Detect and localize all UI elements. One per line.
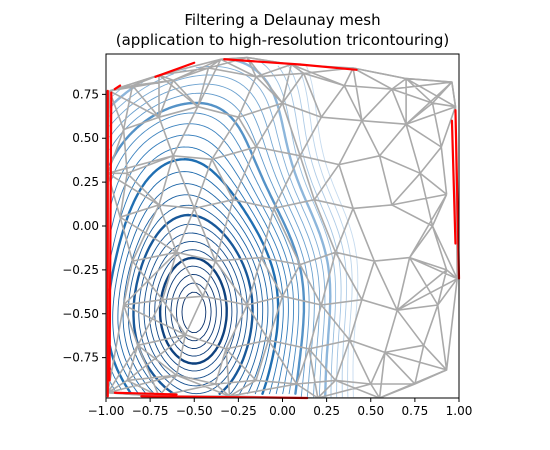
- y-tick-label: 0.00: [72, 219, 99, 233]
- masked-edge: [299, 63, 358, 71]
- masked-edge: [113, 391, 178, 396]
- mesh-edges: [107, 56, 458, 398]
- x-tick-label: −0.50: [176, 404, 213, 418]
- y-tick-label: 0.50: [72, 131, 99, 145]
- x-tick-label: 1.00: [446, 404, 473, 418]
- y-tick-label: 0.25: [72, 175, 99, 189]
- x-tick-label: 0.75: [402, 404, 429, 418]
- masked-edge: [450, 119, 457, 245]
- masked-edges: [106, 58, 461, 400]
- y-tick-label: 0.75: [72, 87, 99, 101]
- contour-line: [170, 274, 217, 349]
- x-tick-label: −1.00: [88, 404, 125, 418]
- contour-lines: [108, 59, 359, 398]
- y-tick-label: −0.50: [62, 307, 99, 321]
- y-tick-label: −0.75: [62, 351, 99, 365]
- contour-line: [109, 134, 289, 395]
- x-tick-label: 0.00: [269, 404, 296, 418]
- contour-line: [138, 223, 248, 395]
- chart-subtitle: (application to high-resolution triconto…: [116, 31, 449, 49]
- x-axis: −1.00 −0.75 −0.50 −0.25 0.00 0.25 0.50 0.75 1.00: [88, 398, 473, 418]
- chart-title: Filtering a Delaunay mesh: [184, 11, 380, 29]
- contour-line: [109, 123, 295, 395]
- y-tick-label: −0.25: [62, 263, 99, 277]
- x-tick-label: −0.75: [132, 404, 169, 418]
- y-axis: −0.75 −0.50 −0.25 0.00 0.25 0.50 0.75: [62, 87, 106, 365]
- contour-line: [109, 112, 300, 395]
- x-tick-label: −0.25: [220, 404, 257, 418]
- masked-edge: [223, 58, 302, 66]
- x-tick-label: 0.25: [313, 404, 340, 418]
- contour-line: [109, 61, 337, 398]
- masked-edge: [108, 91, 113, 382]
- masked-edge: [113, 84, 122, 91]
- contour-line: [297, 65, 353, 398]
- contour-line: [109, 146, 284, 395]
- masked-edge: [154, 61, 196, 78]
- masked-edge: [454, 109, 461, 280]
- x-tick-label: 0.50: [357, 404, 384, 418]
